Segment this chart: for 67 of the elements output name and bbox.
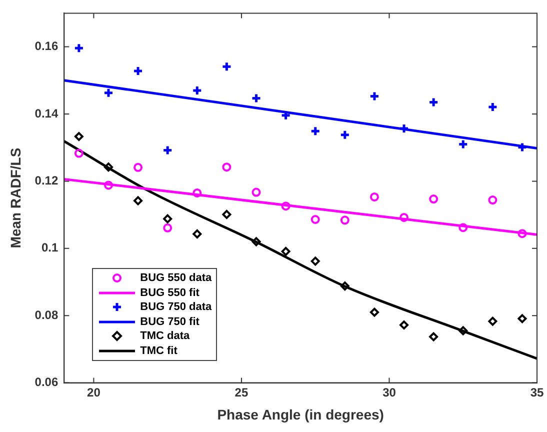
point [370,308,379,317]
legend-label: BUG 750 fit [140,316,200,328]
point [281,202,290,211]
y-tick-label: 0.14 [34,106,58,120]
point [163,223,172,232]
point [310,126,321,136]
legend-label: BUG 550 data [140,272,212,284]
point [134,162,143,172]
x-axis-title: Phase Angle (in degrees) [217,406,384,422]
x-tick-label: 25 [234,385,248,400]
point [369,90,380,102]
legend-label: BUG 550 fit [140,286,200,299]
point [400,320,409,330]
point [518,314,527,324]
line-series [64,140,537,360]
point [488,196,498,205]
point [428,96,439,108]
point [134,196,143,206]
legend-label: BUG 750 data [140,301,212,314]
point [488,316,498,326]
point [340,130,350,140]
y-tick-label: 0.1 [41,240,58,255]
point [221,61,232,72]
point [370,192,379,202]
point [458,138,468,150]
x-tick-label: 20 [87,385,101,400]
point [74,148,84,158]
point [222,210,232,219]
y-tick-label: 0.12 [34,174,58,188]
legend-label: TMC data [140,330,190,342]
y-tick-label: 0.06 [34,375,58,390]
point [398,123,410,134]
point [280,110,292,121]
x-tick-label: 30 [382,385,396,400]
point [400,212,409,222]
point [104,180,113,190]
point [163,214,172,224]
point [132,66,144,76]
point [252,188,261,197]
legend-label: TMC fit [140,344,178,357]
point [192,229,202,238]
point [340,216,350,225]
y-tick-label: 0.08 [34,308,58,322]
point [340,282,350,291]
x-tick-label: 35 [530,385,544,400]
point [458,223,468,232]
point [103,88,114,98]
point [251,92,262,104]
point [281,246,290,256]
point [74,132,84,142]
point [104,162,113,172]
y-axis-title: Mean RADF/LS [7,148,24,248]
point [222,162,232,172]
point [429,194,438,204]
point [310,256,320,266]
point [487,102,498,112]
point [310,215,320,224]
point [458,326,468,336]
y-tick-label: 0.16 [34,39,58,54]
point [192,188,202,198]
point [518,229,527,238]
point [429,332,438,342]
point [192,85,202,96]
point [74,42,84,54]
point [162,145,173,156]
point [252,237,261,246]
point [516,142,528,153]
